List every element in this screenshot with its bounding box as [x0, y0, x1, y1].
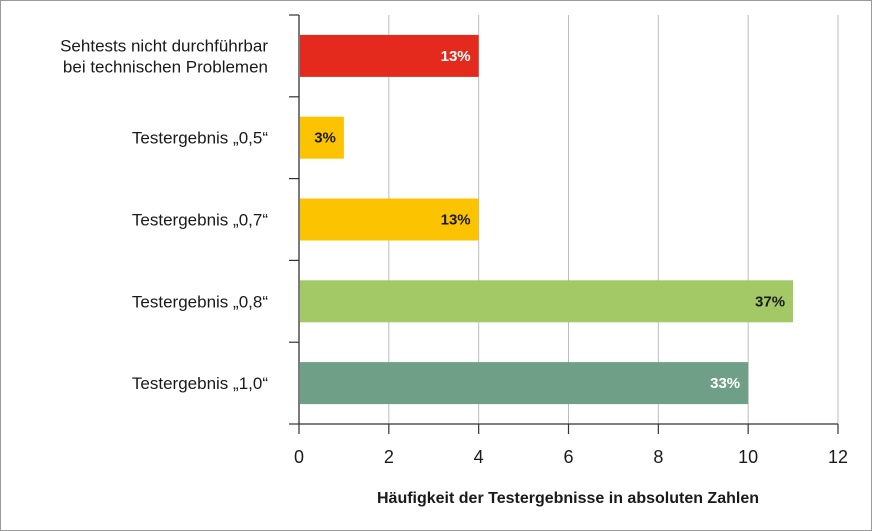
axes [289, 14, 839, 434]
labels: 0 2 4 6 8 10 12 13% Sehtests nicht durchführbar b… [60, 36, 848, 467]
x-axis-title: Häufigkeit der Testergebnisse in absolut… [377, 490, 759, 507]
data-label: 33% [710, 375, 740, 392]
category-label-line: Testergebnis „1,0“ [132, 374, 268, 393]
category-label-line: bei technischen Problemen [63, 57, 268, 76]
category-label: Testergebnis „0,7“ [132, 211, 268, 230]
category-label-line: Testergebnis „0,5“ [132, 129, 268, 148]
category-label: Testergebnis „0,5“ [132, 129, 268, 148]
category-label-line: Testergebnis „0,8“ [132, 292, 268, 311]
bar [300, 34, 479, 77]
bar [300, 362, 749, 405]
bars [300, 34, 794, 405]
x-tick-label: 8 [653, 447, 663, 467]
category-label: Testergebnis „1,0“ [132, 374, 268, 393]
x-tick-label: 6 [563, 447, 573, 467]
category-label-line: Sehtests nicht durchführbar [60, 36, 268, 55]
data-label: 13% [441, 212, 471, 229]
bar [300, 280, 794, 323]
bar [300, 198, 479, 241]
x-tick-label: 10 [738, 447, 758, 467]
data-label: 37% [755, 293, 785, 310]
data-label: 13% [441, 48, 471, 65]
x-tick-label: 4 [474, 447, 484, 467]
x-tick-label: 0 [294, 447, 304, 467]
grid-lines [388, 15, 839, 424]
category-label-line: Testergebnis „0,7“ [132, 211, 268, 230]
x-tick-label: 2 [384, 447, 394, 467]
data-label: 3% [314, 130, 336, 147]
bar [300, 116, 344, 159]
x-tick-label: 12 [828, 447, 848, 467]
category-label: Testergebnis „0,8“ [132, 292, 268, 311]
category-label: Sehtests nicht durchführbar bei technisch… [60, 36, 268, 76]
